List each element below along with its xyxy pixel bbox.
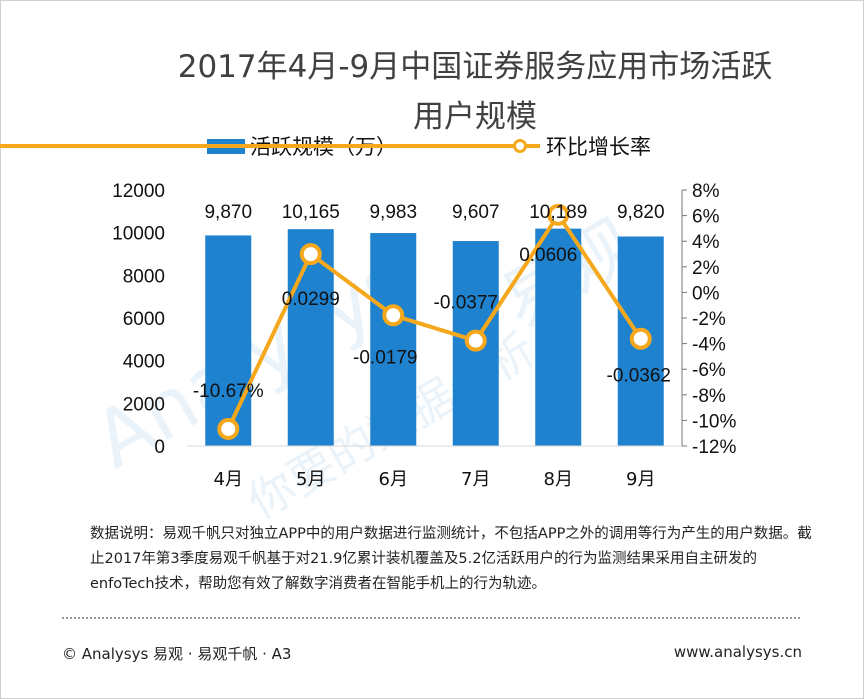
y-right-tick-label: 8% (692, 181, 720, 202)
growth-point (464, 329, 487, 352)
y-right-tick-label: -12% (692, 437, 736, 458)
line-series (217, 203, 652, 440)
x-tick-label: 6月 (379, 469, 408, 490)
legend-line-label: 环比增长率 (546, 135, 651, 159)
y-right-tick-label: -4% (692, 335, 726, 356)
growth-value-label: -0.0362 (607, 366, 671, 387)
data-labels: 9,870 10,165 9,983 9,607 10,189 9,820 -10.67% 0… (193, 202, 671, 402)
bar-value-label: 9,607 (452, 202, 500, 223)
bar-value-label: 9,870 (204, 202, 252, 223)
y-left-tick-label: 8000 (123, 266, 165, 287)
y-right-tick-label: 0% (692, 283, 720, 304)
y-axis-left: 0 2000 4000 6000 8000 10000 12000 (112, 181, 165, 458)
growth-point (217, 417, 240, 440)
bar (535, 228, 582, 446)
y-axis-right: -12% -10% -8% -6% -4% -2% 0% 2% 4% 6% 8% (681, 181, 736, 458)
title-line-2: 用户规模 (413, 99, 537, 135)
bar-value-label: 10,189 (529, 202, 587, 223)
bar (205, 235, 252, 446)
x-tick-label: 8月 (544, 469, 573, 490)
y-right-tick-label: 4% (692, 232, 720, 253)
y-right-tick-label: -6% (692, 360, 726, 381)
growth-value-label: -0.0179 (353, 347, 417, 368)
bar-value-label: 10,165 (282, 202, 340, 223)
bar-value-label: 9,983 (369, 202, 417, 223)
growth-value-label: -0.0377 (434, 293, 498, 314)
bar-value-label: 9,820 (617, 202, 665, 223)
chart: Analysys 易观 你要的数据分析 活跃规模（万） 环比增长率 020004… (0, 135, 736, 520)
growth-point (547, 203, 570, 226)
y-right-tick-label: -2% (692, 309, 726, 330)
footer-website[interactable]: www.analysys.cn (673, 643, 802, 661)
y-left-tick-label: 4000 (123, 352, 165, 373)
legend-line-marker (513, 139, 527, 153)
growth-point (382, 304, 405, 327)
title-line-1: 2017年4月-9月中国证券服务应用市场活跃 (177, 49, 773, 85)
x-tick-label: 7月 (461, 469, 490, 490)
y-left-tick-label: 6000 (123, 309, 165, 330)
growth-value-label: -10.67% (193, 381, 264, 402)
divider (62, 617, 800, 619)
x-tick-label: 5月 (296, 469, 325, 490)
growth-point (299, 243, 322, 266)
y-left-tick-label: 10000 (112, 224, 165, 245)
bar (370, 233, 417, 446)
data-note: 数据说明：易观千帆只对独立APP中的用户数据进行监测统计，不包括APP之外的调用… (90, 526, 812, 592)
growth-value-label: 0.0606 (519, 245, 577, 266)
y-right-tick-label: 6% (692, 207, 720, 228)
y-left-tick-label: 12000 (112, 181, 165, 202)
x-axis: 4月 5月 6月 7月 8月 9月 (187, 445, 682, 490)
x-tick-label: 4月 (214, 469, 243, 490)
y-left-tick-label: 2000 (123, 394, 165, 415)
y-left-tick-label: 0 (154, 437, 165, 458)
y-right-tick-label: -8% (692, 386, 726, 407)
growth-line (226, 212, 643, 430)
growth-value-label: 0.0299 (282, 289, 340, 310)
chart-title: 2017年4月-9月中国证券服务应用市场活跃 用户规模 (60, 42, 864, 142)
x-tick-label: 9月 (626, 469, 655, 490)
y-right-tick-label: 2% (692, 258, 720, 279)
growth-point (629, 327, 652, 350)
y-right-tick-label: -10% (692, 411, 736, 432)
footer-copyright: © Analysys 易观 · 易观千帆 · A3 (62, 645, 292, 663)
legend: 活跃规模（万） 环比增长率 (0, 135, 651, 159)
